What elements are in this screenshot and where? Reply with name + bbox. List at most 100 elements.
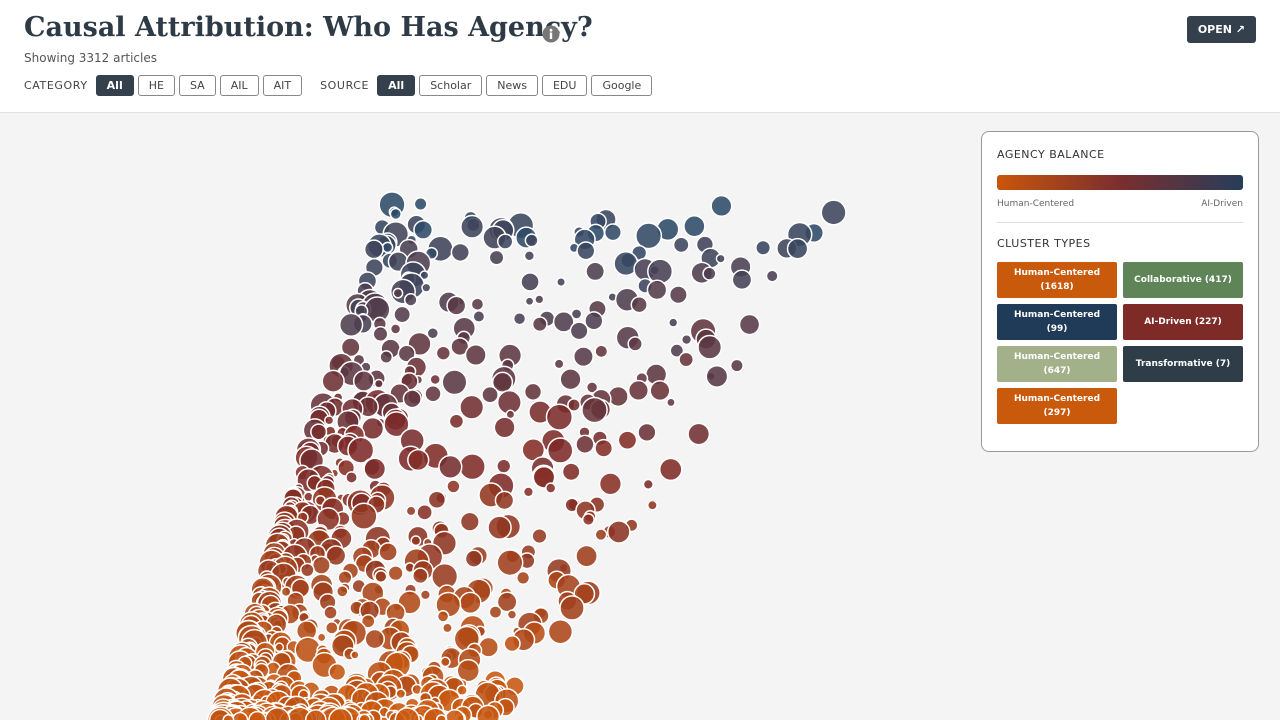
cluster-chip[interactable]: Human-Centered (297) [997, 388, 1117, 424]
article-bubble[interactable] [325, 545, 347, 567]
article-bubble[interactable] [503, 634, 521, 653]
article-bubble[interactable] [442, 622, 453, 634]
article-bubble[interactable] [413, 219, 434, 240]
article-bubble[interactable] [493, 416, 516, 439]
article-bubble[interactable] [456, 658, 481, 683]
article-bubble[interactable] [765, 269, 779, 283]
article-bubble[interactable] [581, 513, 595, 527]
filter-button[interactable]: Google [591, 75, 653, 96]
article-bubble[interactable] [476, 704, 501, 720]
article-bubble[interactable] [395, 688, 407, 700]
article-bubble[interactable] [496, 591, 518, 613]
article-bubble[interactable] [494, 490, 515, 511]
article-bubble[interactable] [488, 605, 503, 619]
article-bubble[interactable] [680, 333, 693, 346]
article-bubble[interactable] [523, 250, 536, 262]
article-bubble[interactable] [668, 285, 688, 305]
article-bubble[interactable] [658, 457, 683, 482]
article-bubble[interactable] [383, 411, 410, 438]
article-bubble[interactable] [324, 621, 339, 635]
article-bubble[interactable] [786, 237, 809, 260]
article-bubble[interactable] [274, 642, 285, 653]
article-bubble[interactable] [627, 379, 650, 402]
article-bubble[interactable] [458, 591, 482, 615]
article-bubble[interactable] [435, 345, 452, 361]
article-bubble[interactable] [410, 535, 422, 547]
article-bubble[interactable] [672, 236, 690, 254]
article-bubble[interactable] [668, 317, 679, 328]
cluster-chip[interactable]: AI-Driven (227) [1123, 304, 1243, 340]
article-bubble[interactable] [387, 565, 404, 582]
article-bubble[interactable] [496, 458, 512, 474]
article-bubble[interactable] [669, 343, 685, 358]
article-bubble[interactable] [646, 279, 668, 301]
article-bubble[interactable] [630, 296, 648, 314]
article-bubble[interactable] [522, 486, 535, 498]
article-bubble[interactable] [576, 241, 596, 261]
article-bubble[interactable] [617, 430, 638, 451]
article-bubble[interactable] [603, 223, 622, 242]
article-bubble[interactable] [755, 239, 772, 256]
article-bubble[interactable] [553, 358, 565, 370]
cluster-chip[interactable]: Collaborative (417) [1123, 262, 1243, 298]
article-bubble[interactable] [573, 346, 594, 368]
article-bubble[interactable] [416, 504, 433, 521]
article-bubble[interactable] [487, 515, 512, 540]
article-bubble[interactable] [516, 570, 531, 585]
article-bubble[interactable] [424, 385, 442, 403]
article-bubble[interactable] [506, 609, 518, 620]
article-bubble[interactable] [361, 416, 385, 441]
article-bubble[interactable] [338, 312, 364, 337]
article-bubble[interactable] [446, 295, 467, 316]
article-bubble[interactable] [360, 613, 376, 629]
article-bubble[interactable] [381, 241, 394, 254]
article-bubble[interactable] [464, 344, 487, 367]
article-bubble[interactable] [570, 308, 583, 320]
article-bubble[interactable] [738, 313, 761, 336]
article-bubble[interactable] [552, 310, 575, 333]
article-bubble[interactable] [441, 369, 468, 396]
article-bubble[interactable] [438, 454, 463, 480]
article-bubble[interactable] [310, 423, 328, 441]
article-bubble[interactable] [559, 595, 585, 621]
article-bubble[interactable] [705, 365, 729, 388]
article-bubble[interactable] [436, 610, 450, 623]
article-bubble[interactable] [363, 457, 387, 481]
article-bubble[interactable] [496, 233, 514, 250]
article-bubble[interactable] [459, 511, 480, 532]
article-bubble[interactable] [458, 453, 486, 481]
article-bubble[interactable] [363, 239, 384, 260]
article-bubble[interactable] [379, 350, 394, 364]
filter-button[interactable]: SA [178, 75, 216, 96]
article-bubble[interactable] [392, 287, 404, 299]
article-bubble[interactable] [496, 549, 524, 577]
article-bubble[interactable] [460, 214, 485, 239]
article-bubble[interactable] [683, 214, 706, 238]
article-bubble[interactable] [481, 385, 499, 404]
open-button[interactable]: OPEN ↗ [1186, 16, 1256, 43]
article-bubble[interactable] [687, 422, 711, 446]
article-bubble[interactable] [556, 277, 567, 288]
article-bubble[interactable] [372, 326, 389, 343]
article-bubble[interactable] [335, 584, 349, 598]
article-bubble[interactable] [393, 305, 412, 324]
article-bubble[interactable] [340, 337, 361, 358]
article-bubble[interactable] [666, 397, 676, 408]
filter-button[interactable]: Scholar [419, 75, 483, 96]
article-bubble[interactable] [397, 344, 416, 363]
article-bubble[interactable] [419, 589, 432, 601]
article-bubble[interactable] [427, 490, 447, 510]
article-bubble[interactable] [311, 555, 331, 575]
article-bubble[interactable] [450, 337, 470, 357]
filter-button[interactable]: AIT [262, 75, 303, 96]
article-bubble[interactable] [435, 714, 447, 720]
article-bubble[interactable] [567, 398, 581, 412]
article-bubble[interactable] [531, 527, 548, 545]
cluster-chip[interactable]: Transformative (7) [1123, 346, 1243, 382]
article-bubble[interactable] [697, 334, 723, 360]
article-bubble[interactable] [389, 323, 402, 335]
article-bubble[interactable] [300, 562, 315, 578]
article-bubble[interactable] [350, 650, 360, 660]
article-bubble[interactable] [606, 520, 631, 544]
article-bubble[interactable] [702, 266, 717, 281]
